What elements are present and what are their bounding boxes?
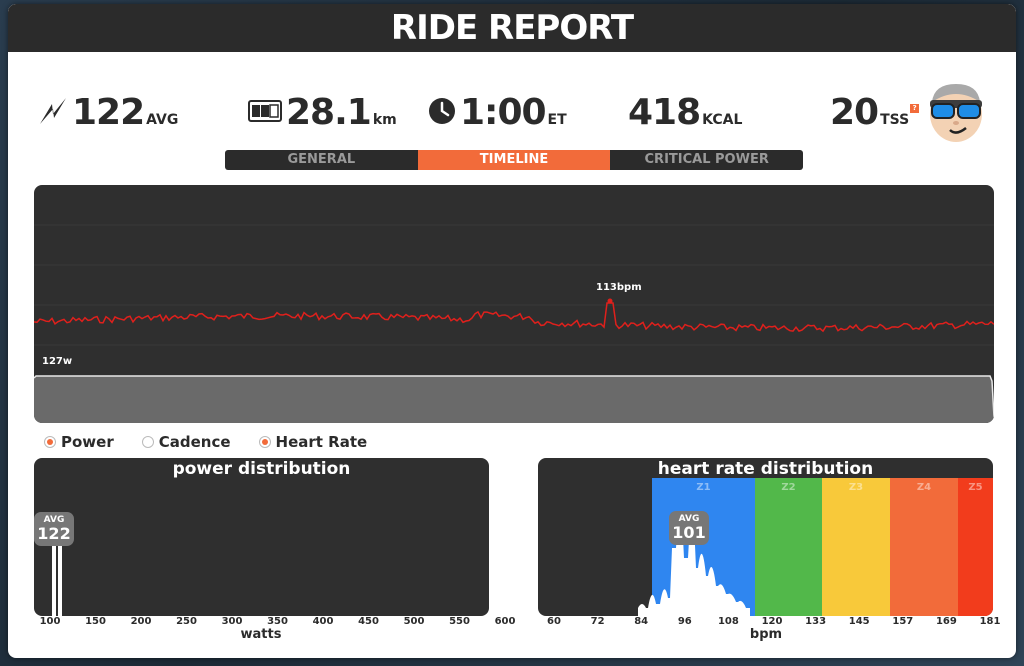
power-distribution-chart: power distribution AVG 122 [34,458,489,616]
power-x-axis: 100 150 200 250 300 350 400 450 500 550 600 [34,616,516,632]
stat-distance-value: 28.1 [286,92,372,133]
axis-tick-label: 350 [267,616,288,627]
stats-row: 122 AVG 28.1 km 1:00 [8,92,1016,142]
axis-tick-label: 550 [449,616,470,627]
hr-zone-4-label: Z4 [916,482,932,493]
axis-tick-label: 300 [221,616,243,627]
legend-heart-rate[interactable]: Heart Rate [258,433,368,451]
hr-avg-badge: AVG 101 [669,511,709,545]
axis-tick-label: 133 [805,616,827,627]
stat-power-value: 122 [72,92,145,133]
ride-report-panel: RIDE REPORT 122 AVG 28.1 km [8,4,1016,658]
stat-distance: 28.1 km [248,92,397,133]
heart-rate-line [34,302,994,333]
power-dist-bar [58,524,62,616]
axis-tick-label: 145 [848,616,870,627]
lightning-icon [38,96,68,130]
hr-histogram [638,518,750,616]
hr-axis-title: bpm [749,627,783,642]
hr-zone-3: Z3 [822,478,890,616]
power-avg-badge: AVG 122 [34,512,74,546]
stat-calories-value: 418 [628,92,701,133]
tab-general[interactable]: GENERAL [225,150,418,170]
tab-timeline[interactable]: TIMELINE [417,150,611,170]
tss-help-icon[interactable]: ? [910,104,920,113]
stat-tss: 20 TSS ? [830,92,920,133]
power-avg-label: AVG [43,515,65,525]
hr-zone-5-label: Z5 [968,482,983,493]
stat-tss-value: 20 [830,92,879,133]
axis-tick-label: 181 [979,616,1001,627]
stat-distance-unit: km [372,112,397,128]
axis-tick-label: 150 [85,616,106,627]
axis-tick-label: 72 [590,616,605,627]
axis-tick-label: 200 [130,616,152,627]
hr-distribution-chart: heart rate distribution Z1 Z2 Z3 Z4 Z5 A… [538,458,993,616]
hr-peak-label: 113bpm [596,282,642,293]
hr-avg-value: 101 [672,523,706,542]
axis-tick-label: 84 [634,616,649,627]
legend-cadence-label: Cadence [158,433,231,451]
timeline-legend: Power Cadence Heart Rate [44,432,395,452]
odometer-icon [248,99,282,127]
hr-zone-4: Z4 [890,478,958,616]
legend-heart-rate-label: Heart Rate [275,433,368,451]
power-axis-title: watts [240,627,282,642]
cadence-toggle[interactable] [141,436,154,448]
report-tabs: GENERAL TIMELINE CRITICAL POWER [225,150,804,170]
hr-zone-2-label: Z2 [781,482,796,493]
title-bar: RIDE REPORT [8,4,1016,52]
legend-cadence[interactable]: Cadence [141,433,231,451]
power-area [34,376,994,423]
power-label: 127w [42,356,73,367]
axis-tick-label: 400 [312,616,334,627]
hr-peak-marker [607,298,613,304]
timeline-chart[interactable]: 113bpm 127w [34,185,994,423]
stat-calories-unit: KCAL [702,112,743,128]
axis-tick-label: 120 [761,616,783,627]
page-title: RIDE REPORT [390,8,634,48]
power-distribution-title: power distribution [172,459,351,479]
power-toggle[interactable] [44,436,56,448]
hr-zone-5: Z5 [958,478,993,616]
axis-tick-label: 450 [358,616,379,627]
stat-time-unit: ET [547,112,567,128]
axis-tick-label: 60 [547,616,561,627]
legend-power[interactable]: Power [44,433,114,451]
hr-zone-1-label: Z1 [696,482,711,493]
stat-tss-unit: TSS [880,112,910,128]
legend-power-label: Power [61,433,114,451]
hr-zone-3-label: Z3 [848,482,864,493]
axis-tick-label: 157 [892,616,914,627]
power-avg-value: 122 [37,524,71,543]
axis-tick-label: 600 [494,616,516,627]
hr-x-axis: 60 72 84 96 108 120 133 145 157 169 181 [538,616,1000,632]
tab-critical-power[interactable]: CRITICAL POWER [610,150,804,170]
heart-rate-toggle[interactable] [258,436,271,448]
axis-tick-label: 250 [176,616,197,627]
timeline-graph [34,224,994,423]
rider-avatar[interactable] [924,78,988,144]
hr-distribution-title: heart rate distribution [657,459,874,479]
axis-tick-label: 100 [39,616,61,627]
stat-power: 122 AVG [38,92,178,133]
axis-tick-label: 500 [403,616,425,627]
stat-time-value: 1:00 [460,92,547,133]
power-dist-bar [52,524,56,616]
axis-tick-label: 169 [935,616,957,627]
stat-time: 1:00 ET [428,92,567,133]
clock-icon [428,97,456,129]
hr-avg-label: AVG [678,514,700,524]
stat-power-unit: AVG [146,112,179,128]
axis-tick-label: 96 [677,616,692,627]
power-line [34,375,994,418]
hr-histogram-shape [638,518,750,616]
axis-tick-label: 108 [717,616,739,627]
hr-zone-2: Z2 [755,478,822,616]
stat-calories: 418 KCAL [628,92,742,133]
